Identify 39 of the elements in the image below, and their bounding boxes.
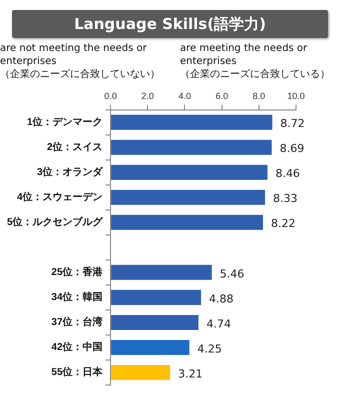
bar <box>111 314 198 330</box>
y-tick-label: 55位：日本 <box>51 366 104 378</box>
data-label: 8.22 <box>270 217 296 230</box>
y-tick-label: 37位：台湾 <box>51 316 104 328</box>
x-tick-label: 6.0 <box>216 90 228 101</box>
data-label: 4.25 <box>197 342 222 356</box>
y-tick-label: 5位：ルクセンブルグ <box>7 216 104 228</box>
chart-title: Language Skills(語学力) <box>12 10 328 38</box>
data-label: 8.46 <box>275 167 300 180</box>
data-label: 4.74 <box>206 317 231 330</box>
bar <box>111 264 212 280</box>
data-label: 4.88 <box>209 292 234 306</box>
y-tick-label: 4位：スウェーデン <box>17 191 103 204</box>
x-tick-label: 0.0 <box>104 90 117 101</box>
bar <box>111 164 268 180</box>
data-label: 8.33 <box>273 192 298 206</box>
text: are not meeting the needs or enterprises （企業のニーズに合致していない） <box>0 42 161 81</box>
bar <box>111 114 272 130</box>
bar <box>111 290 202 305</box>
data-label: 8.69 <box>280 142 304 156</box>
bar <box>111 214 263 230</box>
data-label: 5.46 <box>220 267 244 280</box>
y-tick-label: 1位：デンマーク <box>27 116 103 128</box>
x-tick-label: 2.0 <box>141 90 154 101</box>
bar <box>111 190 266 205</box>
bar <box>111 340 190 355</box>
y-tick-label: 2位：スイス <box>47 141 103 154</box>
data-label: 8.72 <box>280 117 305 130</box>
bar <box>111 140 272 155</box>
x-tick-label: 8.0 <box>252 90 266 101</box>
bar <box>111 364 170 380</box>
y-tick-label: 34位：韓国 <box>51 291 103 304</box>
x-tick-label: 10.0 <box>287 90 305 101</box>
y-tick-label: 3位：オランダ <box>37 166 104 178</box>
text: are meeting the needs or enterprises （企業のニーズに合致している） <box>180 42 331 81</box>
x-tick-label: 4.0 <box>178 90 191 101</box>
y-tick-label: 42位：中国 <box>51 341 103 354</box>
y-tick-label: 25位：香港 <box>51 266 104 278</box>
data-label: 3.21 <box>178 367 203 380</box>
